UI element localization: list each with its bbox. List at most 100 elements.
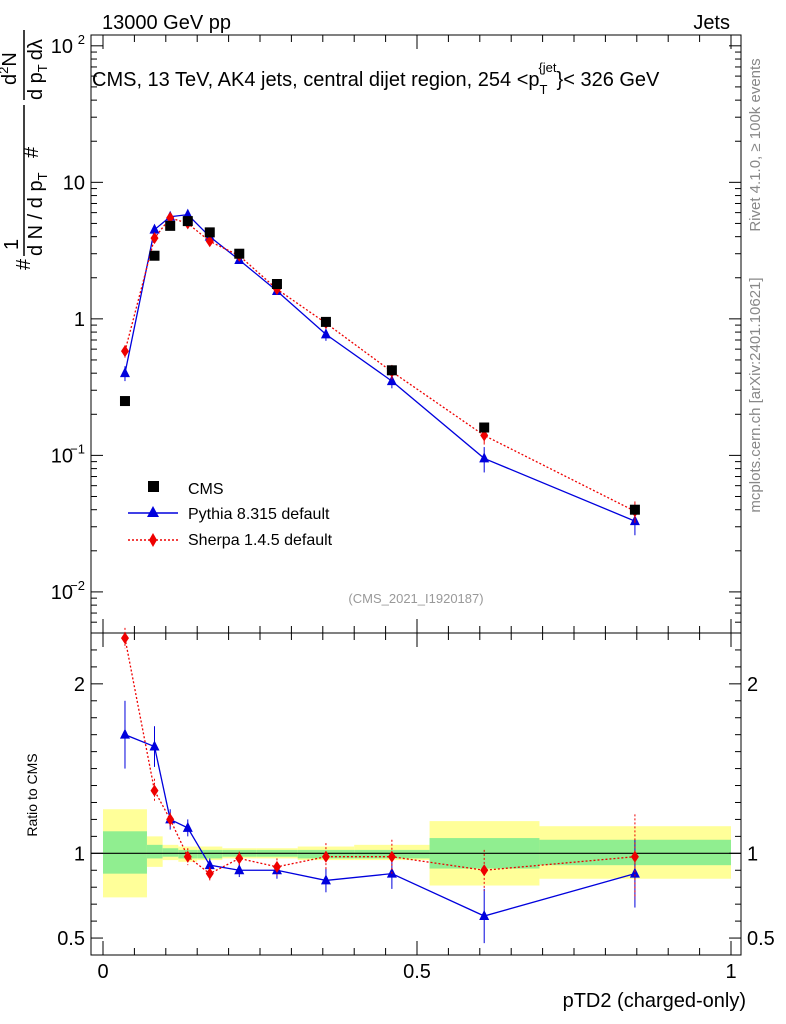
pythia-ratio-point — [629, 867, 640, 878]
svg-text:1: 1 — [1, 239, 23, 250]
svg-text:d pTdλ: d pTdλ — [25, 39, 50, 100]
pythia-point — [149, 223, 160, 234]
sherpa-ratio-point — [272, 860, 281, 873]
lower-y-tick-label: 0.5 — [57, 928, 85, 950]
upper-y-tick-exponent: −1 — [70, 441, 85, 456]
ylabel-denominator: d N / d p — [25, 180, 47, 256]
sherpa-ratio-point — [630, 850, 639, 863]
chart-title-suffix: }< 326 GeV — [557, 69, 661, 91]
sherpa-ratio-point — [183, 850, 192, 863]
ylabel-num-d: d — [0, 74, 21, 85]
ylabel-one: 1 — [1, 239, 23, 250]
pythia-line — [124, 213, 636, 522]
lower-ylabel: Ratio to CMS — [24, 753, 40, 836]
sherpa-ratio-point — [235, 852, 244, 865]
ylabel-den2-sub: T — [35, 64, 50, 72]
svg-text:d2N: d2N — [0, 52, 21, 85]
upper-y-tick-exponent: 2 — [78, 32, 85, 47]
lower-y-tick-label-right: 0.5 — [747, 928, 775, 950]
sherpa-ratio-point — [166, 813, 175, 826]
pythia-point — [479, 452, 490, 463]
lower-y-tick-label-right: 1 — [747, 843, 758, 865]
cms-point — [234, 248, 245, 259]
cms-point — [629, 504, 640, 515]
rivet-label: Rivet 4.1.0, ≥ 100k events — [747, 58, 764, 231]
upper-y-tick-label: 10 — [63, 172, 85, 194]
sherpa-ratio-point — [120, 632, 129, 645]
pythia-ratio-point — [149, 740, 160, 751]
legend-cms-marker — [148, 481, 159, 492]
lower-y-tick-label: 2 — [74, 674, 85, 696]
band-stat-bin — [197, 849, 223, 859]
cms-point — [320, 316, 331, 327]
x-tick-label: 0 — [97, 961, 108, 983]
legend: CMS Pythia 8.315 default Sherpa 1.4.5 de… — [128, 481, 333, 549]
sherpa-ratio-line — [124, 637, 635, 875]
x-axis-label: pTD2 (charged-only) — [563, 990, 746, 1012]
pythia-ratio-point — [204, 859, 215, 870]
sherpa-ratio-point — [205, 867, 214, 880]
chart-title: CMS, 13 TeV, AK4 jets, central dijet reg… — [92, 60, 660, 97]
cms-point — [386, 365, 397, 376]
lower-y-tick-label: 1 — [74, 843, 85, 865]
ylabel-num-sup: 2 — [0, 67, 11, 74]
pythia-point — [386, 375, 397, 386]
upper-y-tick-label: 1 — [74, 309, 85, 331]
legend-pythia-marker — [147, 506, 159, 517]
pythia-ratio-point — [479, 910, 490, 921]
sherpa-ratio-point — [387, 850, 396, 863]
upper-y-tick-label: 10 — [51, 445, 73, 467]
sherpa-ratio-point — [480, 864, 489, 877]
upper-y-tick-label: 10 — [51, 36, 73, 58]
pythia-ratio-point — [320, 874, 331, 885]
ylabel-den2: d p — [25, 72, 47, 100]
lower-frame — [90, 632, 742, 956]
sherpa-point — [205, 235, 214, 248]
pythia-ratio-line — [124, 734, 636, 917]
watermark: (CMS_2021_I1920187) — [348, 591, 483, 606]
lower-y-tick-label-right: 2 — [747, 674, 758, 696]
ylabel-hash: # — [13, 258, 35, 270]
chart-title-prefix: CMS, 13 TeV, AK4 jets, central dijet reg… — [92, 69, 540, 91]
ylabel-num-N: N — [0, 52, 21, 66]
upper-y-tick-exponent: −2 — [70, 578, 85, 593]
ylabel-den2-end: dλ — [25, 39, 47, 60]
upper-y-tick-label: 10 — [51, 582, 73, 604]
sherpa-line — [124, 217, 636, 512]
cms-point — [149, 250, 160, 261]
cms-point — [204, 227, 215, 238]
header-right-label: Jets — [693, 12, 730, 34]
pythia-point — [320, 328, 331, 339]
pythia-ratio-point — [119, 728, 130, 739]
sherpa-ratio-point — [321, 850, 330, 863]
upper-ylabel: # 1 d N / d pT # d2N d pTdλ — [0, 30, 50, 270]
chart-title-sup: {jet — [538, 60, 556, 75]
mcplots-label: mcplots.cern.ch [arXiv:2401.10621] — [747, 277, 764, 512]
legend-pythia-label: Pythia 8.315 default — [188, 506, 330, 523]
svg-text:d N / d pT: d N / d pT — [25, 172, 50, 256]
svg-text:#: # — [21, 146, 43, 158]
cms-point — [182, 216, 193, 227]
cms-point — [165, 220, 176, 231]
svg-text:#: # — [13, 258, 35, 270]
band-stat-bin — [103, 831, 147, 874]
ylabel-denominator-sub: T — [35, 172, 50, 180]
chart-title-sub: T — [540, 82, 548, 97]
lower-panel: 0.5 0.5 1 1 2 2 0 0.5 1 — [57, 627, 775, 983]
sherpa-point — [166, 211, 175, 224]
pythia-ratio-point — [182, 821, 193, 832]
band-stat-bin — [146, 844, 163, 859]
cms-point — [119, 396, 130, 407]
legend-cms-label: CMS — [188, 481, 224, 498]
sherpa-point — [150, 232, 159, 245]
pythia-point — [119, 367, 130, 378]
cms-point — [271, 279, 282, 290]
x-tick-label: 1 — [725, 961, 736, 983]
band-stat-bin — [162, 848, 179, 857]
sherpa-ratio-point — [150, 784, 159, 797]
legend-sherpa-marker — [149, 533, 157, 547]
sherpa-point — [120, 345, 129, 358]
ylabel-hash2: # — [21, 146, 43, 158]
